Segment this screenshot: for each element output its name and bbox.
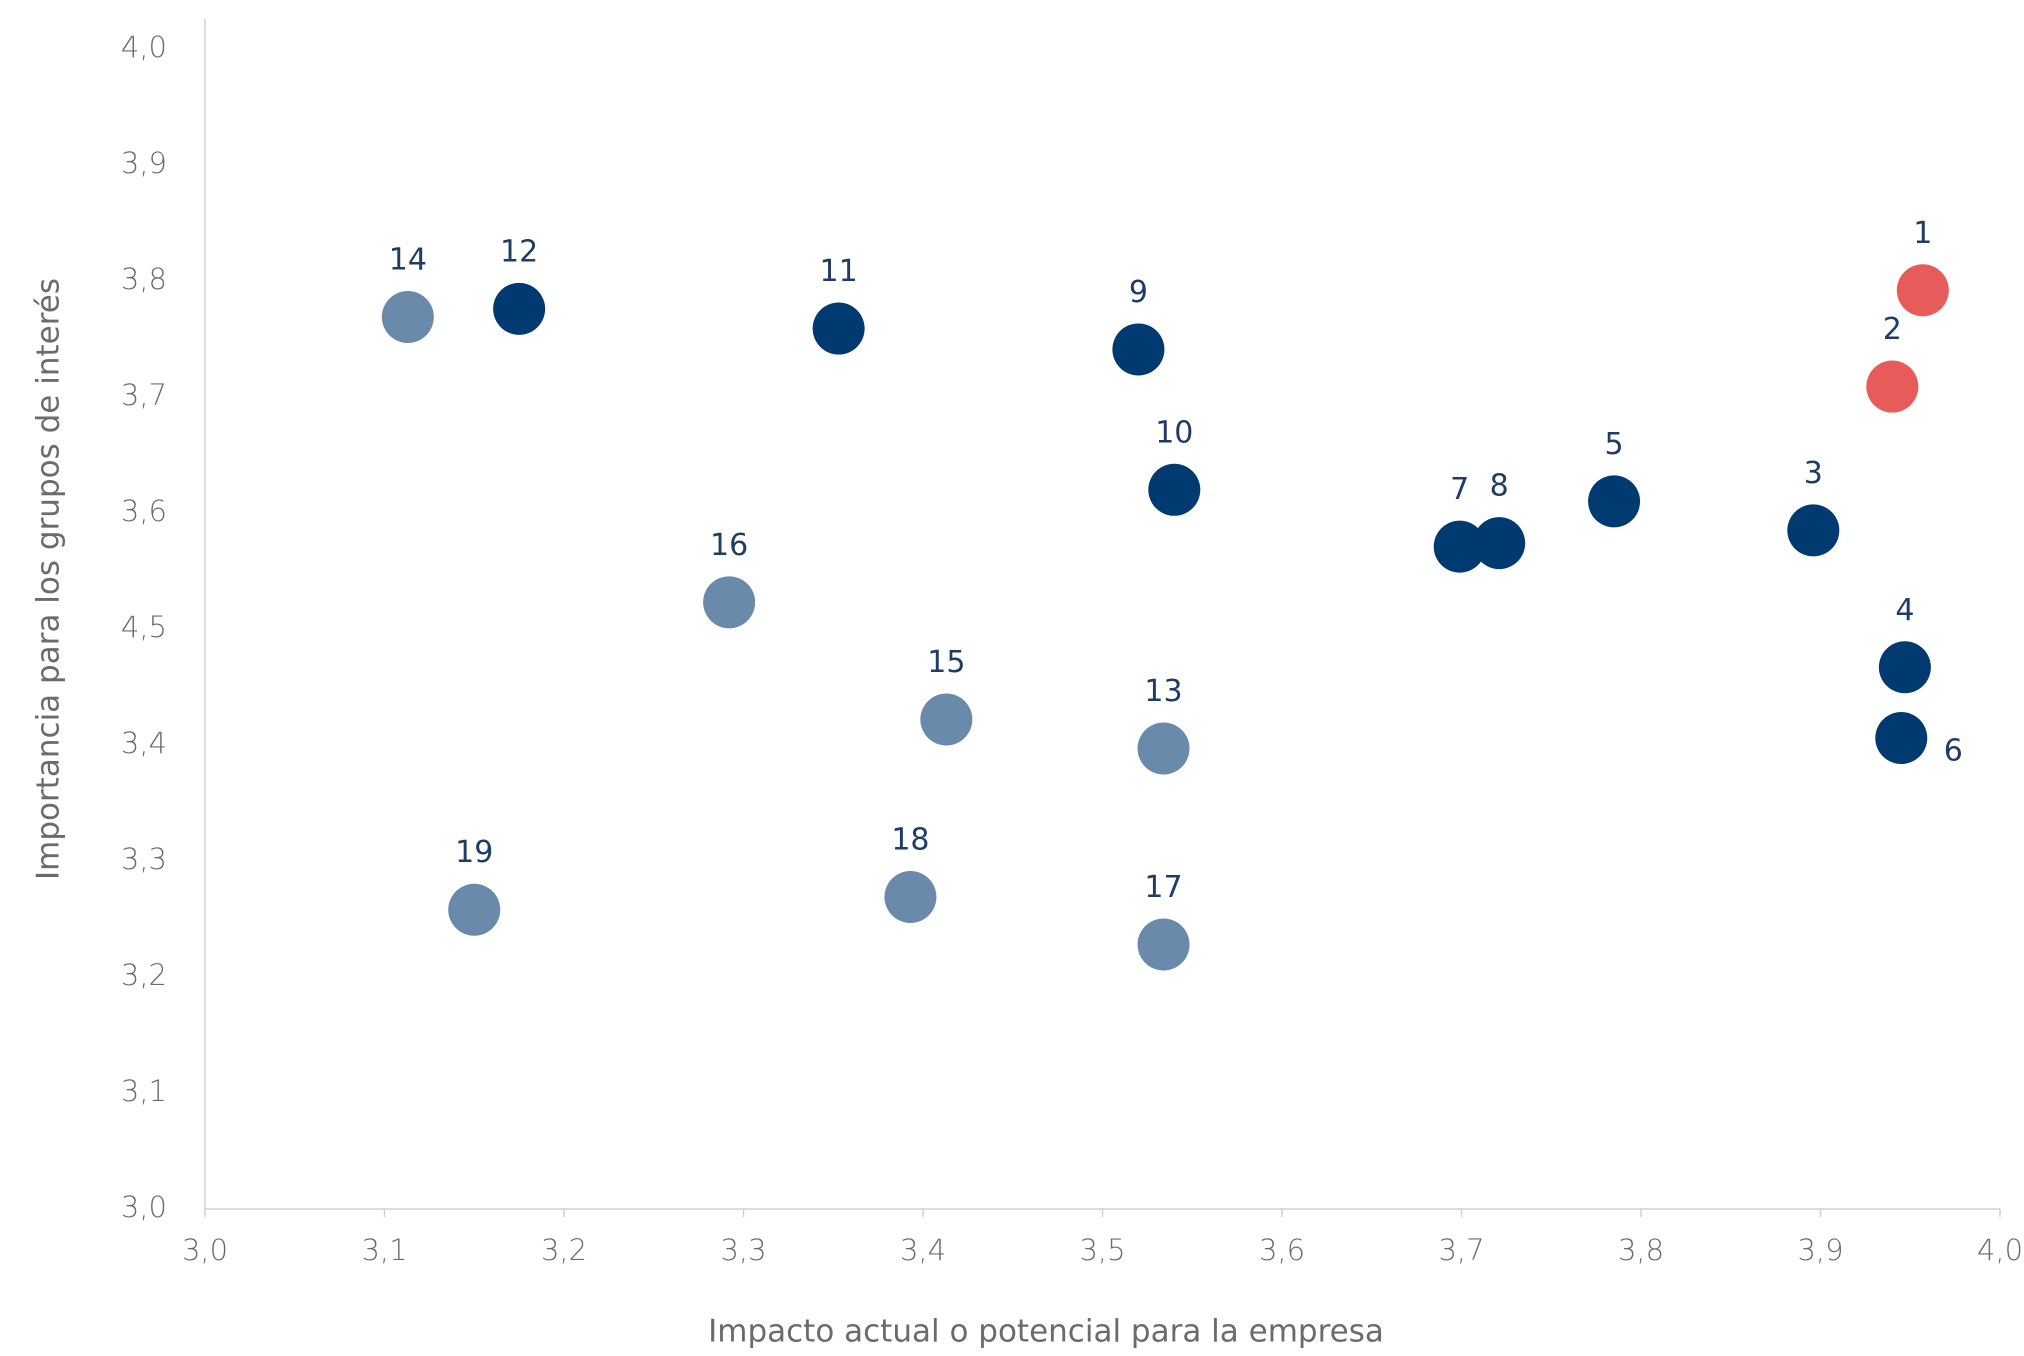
x-tick-label: 3,5 [1079,1233,1125,1267]
point-label: 16 [710,528,748,563]
point-label: 1 [1913,216,1932,251]
x-tick-label: 3,1 [361,1233,407,1267]
data-point [703,576,756,629]
point-label: 8 [1490,469,1509,504]
y-tick-label: 4,5 [121,610,167,644]
x-tick-label: 3,8 [1618,1233,1664,1267]
x-tick-label: 3,4 [900,1233,946,1267]
x-tick-label: 3,9 [1797,1233,1843,1267]
point-label: 9 [1129,275,1148,310]
point-label: 14 [389,242,427,277]
data-point [1148,463,1201,516]
data-point [1433,520,1486,573]
point-label: 2 [1883,312,1902,347]
data-point [1137,722,1190,775]
y-tick-label: 3,8 [121,262,167,296]
x-tick-label: 3,7 [1438,1233,1484,1267]
data-point [381,290,434,343]
y-tick-label: 3,4 [121,726,167,760]
data-point [1137,918,1190,971]
data-point [1112,323,1165,376]
x-tick-label: 4,0 [1977,1233,2023,1267]
x-tick-label: 3,2 [541,1233,587,1267]
y-tick-label: 3,2 [121,958,167,992]
data-point [1473,517,1526,570]
point-label: 12 [500,234,538,269]
data-point [1588,475,1641,528]
x-tick-label: 3,3 [720,1233,766,1267]
point-label: 18 [891,822,929,857]
y-tick-label: 3,1 [121,1074,167,1108]
point-label: 19 [455,835,493,870]
point-label: 7 [1450,472,1469,507]
y-tick-label: 3,6 [121,494,167,528]
point-label: 10 [1155,415,1193,450]
point-label: 17 [1144,870,1182,905]
data-point [1878,641,1931,694]
point-label: 4 [1895,593,1914,628]
data-point [1875,712,1928,765]
y-tick-label: 3,0 [121,1190,167,1224]
y-tick-label: 4,0 [121,30,167,64]
point-label: 13 [1144,674,1182,709]
x-tick-label: 3,0 [182,1233,228,1267]
point-label: 3 [1804,456,1823,491]
point-label: 11 [820,254,858,289]
y-axis-title: Importancia para los grupos de interés [31,278,67,880]
data-point [1896,264,1949,317]
point-label: 15 [927,645,965,680]
point-label: 6 [1944,734,1963,769]
y-tick-label: 3,3 [121,842,167,876]
data-point [1787,504,1840,557]
data-point [448,883,501,936]
point-label: 5 [1605,427,1624,462]
data-point [493,282,546,335]
x-tick-label: 3,6 [1259,1233,1305,1267]
y-tick-label: 3,7 [121,378,167,412]
data-point [884,870,937,923]
data-point [1866,360,1919,413]
data-point [920,693,973,746]
data-point [812,302,865,355]
x-axis-title: Impacto actual o potencial para la empre… [708,1314,1384,1350]
y-tick-label: 3,9 [121,146,167,180]
